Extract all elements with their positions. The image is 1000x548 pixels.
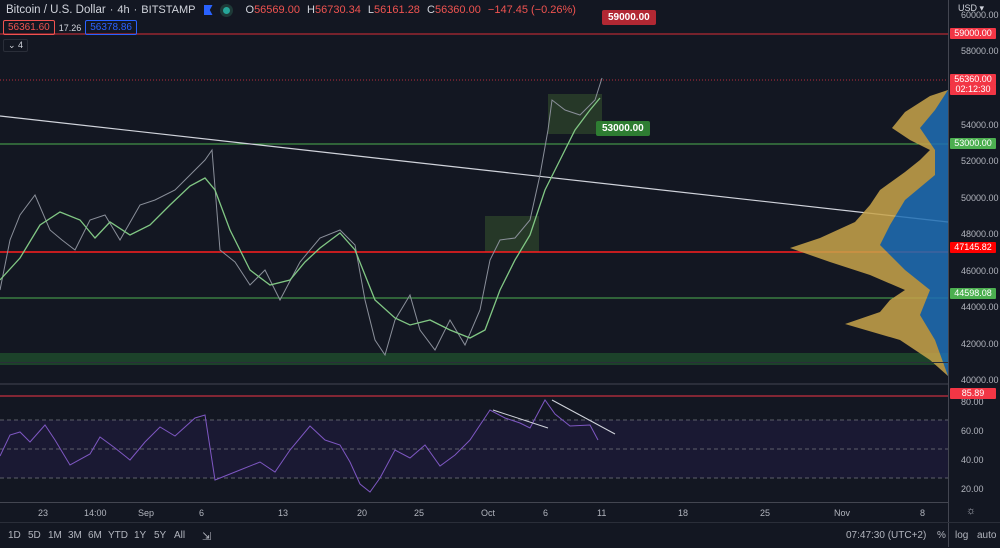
range-6m[interactable]: 6M bbox=[88, 530, 102, 541]
time-label: 23 bbox=[38, 508, 49, 518]
chevron-down-icon: ⌄ bbox=[8, 40, 19, 50]
price-label: 52000.00 bbox=[961, 156, 999, 166]
sell-price-button[interactable]: 56361.60 bbox=[3, 20, 55, 35]
price-label: 80.00 bbox=[961, 397, 984, 407]
legend-header: Bitcoin / U.S. Dollar · 4h · BITSTAMP O5… bbox=[6, 4, 576, 16]
price-label: 50000.00 bbox=[961, 193, 999, 203]
consolidation-box-2 bbox=[548, 94, 602, 134]
interval-label[interactable]: 4h bbox=[117, 4, 130, 16]
buy-price-button[interactable]: 56378.86 bbox=[85, 20, 137, 35]
range-5y[interactable]: 5Y bbox=[154, 530, 167, 541]
price-label: 40.00 bbox=[961, 455, 984, 465]
price-tag: 02:12:30 bbox=[950, 84, 996, 95]
exchange-label: BITSTAMP bbox=[141, 4, 196, 16]
trendline[interactable] bbox=[0, 115, 948, 223]
price-label: 20.00 bbox=[961, 484, 984, 494]
time-label: 20 bbox=[357, 508, 368, 518]
spread-value: 17.26 bbox=[58, 22, 82, 33]
auto-toggle[interactable]: auto bbox=[977, 530, 997, 541]
range-1m[interactable]: 1M bbox=[48, 530, 62, 541]
moving-average bbox=[0, 97, 601, 339]
price-label: 44000.00 bbox=[961, 302, 999, 312]
ohlc-values: O56569.00 H56730.34 L56161.28 C56360.00 … bbox=[245, 4, 576, 16]
price-label: 48000.00 bbox=[961, 229, 999, 239]
range-1y[interactable]: 1Y bbox=[134, 530, 147, 541]
rsi-line bbox=[0, 399, 599, 493]
price-axis[interactable] bbox=[948, 0, 1000, 547]
goto-date-icon[interactable]: ⇲ bbox=[202, 531, 212, 543]
range-ytd[interactable]: YTD bbox=[108, 530, 128, 541]
callout-59000[interactable]: 59000.00 bbox=[602, 10, 656, 25]
support-zone bbox=[0, 353, 948, 365]
price-label: 54000.00 bbox=[961, 120, 999, 130]
volume-bars bbox=[0, 362, 948, 363]
callout-53000[interactable]: 53000.00 bbox=[596, 121, 650, 136]
percent-toggle[interactable]: % bbox=[937, 530, 946, 541]
market-status-icon bbox=[222, 6, 230, 14]
price-label: 40000.00 bbox=[961, 375, 999, 385]
range-5d[interactable]: 5D bbox=[28, 530, 41, 541]
price-label: 58000.00 bbox=[961, 46, 999, 56]
rsi-divergence-line-2[interactable] bbox=[551, 399, 616, 435]
price-label: 60000.00 bbox=[961, 10, 999, 20]
time-label: 14:00 bbox=[84, 508, 107, 518]
time-label: 13 bbox=[278, 508, 289, 518]
time-label: 11 bbox=[597, 508, 607, 518]
time-axis[interactable]: 23 14:00 Sep 6 13 20 25 Oct 6 11 18 25 Nov 8 bbox=[0, 502, 948, 523]
price-tag: 56360.00 bbox=[950, 74, 996, 85]
time-label: 6 bbox=[199, 508, 205, 518]
price-chart[interactable] bbox=[0, 0, 948, 502]
time-label: 8 bbox=[920, 508, 926, 518]
symbol-title[interactable]: Bitcoin / U.S. Dollar bbox=[6, 4, 106, 16]
time-label: Oct bbox=[481, 508, 496, 518]
range-all[interactable]: All bbox=[174, 530, 186, 541]
volume-profile bbox=[790, 90, 948, 376]
price-tag: 44598.08 bbox=[950, 288, 996, 299]
range-1d[interactable]: 1D bbox=[8, 530, 21, 541]
price-label: 42000.00 bbox=[961, 339, 999, 349]
settings-gear-icon[interactable]: ☼ bbox=[966, 505, 977, 517]
price-tag: 53000.00 bbox=[950, 138, 996, 149]
time-label: 25 bbox=[760, 508, 771, 518]
price-tag: 85.89 bbox=[950, 388, 996, 399]
price-tag: 59000.00 bbox=[950, 28, 996, 39]
candlesticks bbox=[0, 77, 603, 357]
price-tag: 47145.82 bbox=[950, 242, 996, 253]
price-label: 60.00 bbox=[961, 426, 984, 436]
log-toggle[interactable]: log bbox=[955, 530, 969, 541]
flag-icon[interactable] bbox=[203, 5, 213, 15]
rsi-divergence-line-1[interactable] bbox=[492, 409, 549, 429]
time-label: 18 bbox=[678, 508, 689, 518]
range-3m[interactable]: 3M bbox=[68, 530, 82, 541]
bid-ask-panel: 56361.60 17.26 56378.86 bbox=[3, 20, 137, 35]
indicators-toggle[interactable]: ⌄ 4 bbox=[3, 39, 29, 52]
time-label: 25 bbox=[414, 508, 425, 518]
time-label: Sep bbox=[138, 508, 155, 518]
time-label: Nov bbox=[834, 508, 851, 518]
clock[interactable]: 07:47:30 (UTC+2) bbox=[846, 530, 927, 541]
currency-selector[interactable]: USD ▾ bbox=[958, 3, 985, 13]
price-label: 46000.00 bbox=[961, 266, 999, 276]
time-label: 6 bbox=[543, 508, 549, 518]
bottom-toolbar: ⇲ 07:47:30 (UTC+2) % log auto 1D 5D 1M 3M 6M… bbox=[0, 522, 1000, 548]
